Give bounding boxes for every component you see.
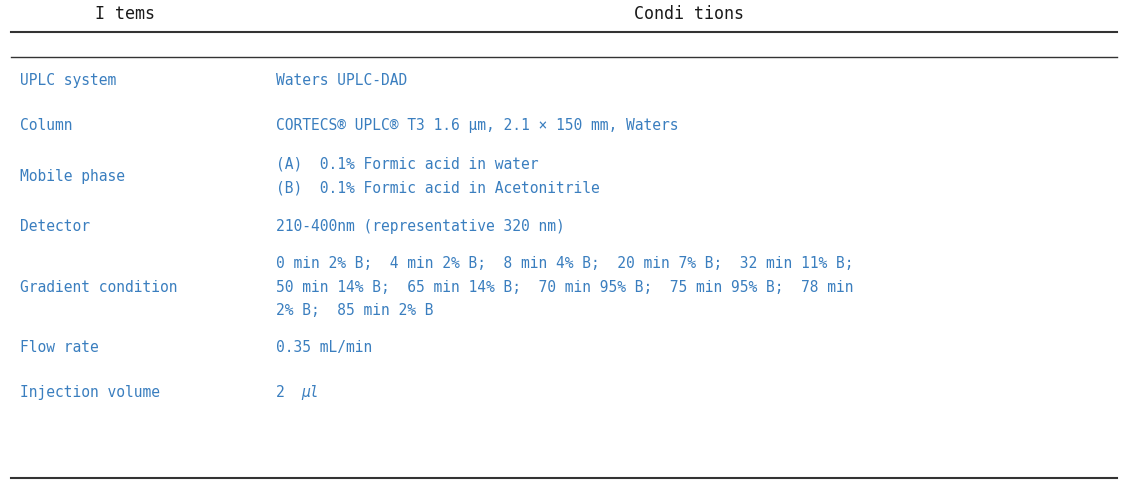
Text: CORTECS® UPLC® T3 1.6 μm, 2.1 × 150 mm, Waters: CORTECS® UPLC® T3 1.6 μm, 2.1 × 150 mm, … — [276, 118, 679, 133]
Text: UPLC system: UPLC system — [20, 73, 116, 88]
Text: 50 min 14% B;  65 min 14% B;  70 min 95% B;  75 min 95% B;  78 min: 50 min 14% B; 65 min 14% B; 70 min 95% B… — [276, 280, 854, 295]
Text: μl: μl — [301, 385, 319, 400]
Text: 0 min 2% B;  4 min 2% B;  8 min 4% B;  20 min 7% B;  32 min 11% B;: 0 min 2% B; 4 min 2% B; 8 min 4% B; 20 m… — [276, 256, 854, 271]
Text: Detector: Detector — [20, 219, 90, 234]
Text: Condi tions: Condi tions — [634, 5, 744, 22]
Text: Mobile phase: Mobile phase — [20, 169, 125, 184]
Text: Flow rate: Flow rate — [20, 340, 99, 355]
Text: 2% B;  85 min 2% B: 2% B; 85 min 2% B — [276, 303, 434, 318]
Text: (B)  0.1% Formic acid in Acetonitrile: (B) 0.1% Formic acid in Acetonitrile — [276, 180, 600, 195]
Text: Injection volume: Injection volume — [20, 385, 160, 400]
Text: Column: Column — [20, 118, 73, 133]
Text: 2: 2 — [276, 385, 294, 400]
Text: 0.35 mL/min: 0.35 mL/min — [276, 340, 372, 355]
Text: 210-400nm (representative 320 nm): 210-400nm (representative 320 nm) — [276, 219, 565, 234]
Text: I tems: I tems — [95, 5, 156, 22]
Text: Waters UPLC-DAD: Waters UPLC-DAD — [276, 73, 407, 88]
Text: (A)  0.1% Formic acid in water: (A) 0.1% Formic acid in water — [276, 157, 539, 172]
Text: Gradient condition: Gradient condition — [20, 280, 178, 295]
